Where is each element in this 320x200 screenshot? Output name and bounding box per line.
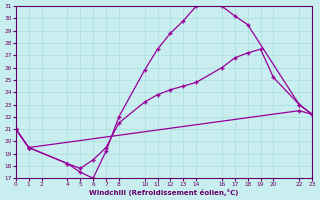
X-axis label: Windchill (Refroidissement éolien,°C): Windchill (Refroidissement éolien,°C) xyxy=(89,189,239,196)
